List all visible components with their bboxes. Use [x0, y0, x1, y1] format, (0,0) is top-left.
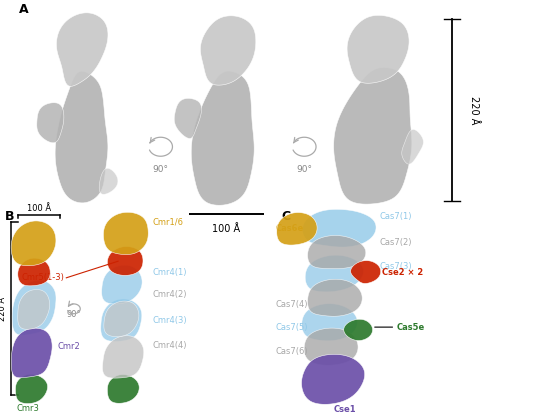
Polygon shape	[18, 258, 50, 286]
Polygon shape	[107, 375, 139, 403]
Text: C: C	[282, 210, 291, 223]
Text: Cas5e: Cas5e	[397, 322, 425, 332]
Polygon shape	[301, 354, 365, 404]
Text: Cmr5(1-3): Cmr5(1-3)	[21, 273, 64, 282]
Text: Cmr3: Cmr3	[16, 404, 39, 413]
Text: Cmr4(3): Cmr4(3)	[152, 316, 186, 325]
Text: Cmr4(4): Cmr4(4)	[152, 341, 186, 350]
Polygon shape	[99, 168, 118, 194]
Polygon shape	[103, 212, 148, 254]
Text: Cse2 × 2: Cse2 × 2	[382, 269, 423, 277]
Polygon shape	[307, 235, 366, 269]
Polygon shape	[200, 16, 256, 85]
Text: A: A	[19, 3, 29, 17]
Polygon shape	[37, 103, 64, 143]
Text: Cmr4(1): Cmr4(1)	[152, 268, 186, 277]
Polygon shape	[307, 279, 362, 316]
Polygon shape	[104, 301, 139, 337]
Polygon shape	[305, 255, 364, 292]
Text: Cas7(3): Cas7(3)	[380, 261, 412, 271]
Polygon shape	[302, 304, 358, 341]
Polygon shape	[12, 280, 56, 335]
Polygon shape	[15, 374, 48, 403]
Text: Cas7(1): Cas7(1)	[380, 212, 412, 220]
Polygon shape	[334, 67, 412, 204]
Polygon shape	[12, 328, 52, 378]
Text: Cas6e: Cas6e	[276, 224, 304, 233]
Text: Cas7(6): Cas7(6)	[276, 347, 309, 356]
Text: 90°: 90°	[296, 165, 312, 174]
Text: Cas7(4): Cas7(4)	[276, 300, 308, 309]
Polygon shape	[191, 71, 254, 205]
Polygon shape	[18, 290, 50, 330]
Polygon shape	[402, 129, 424, 164]
Text: 90°: 90°	[67, 310, 81, 320]
Polygon shape	[57, 13, 108, 86]
Text: Cmr2: Cmr2	[58, 342, 80, 351]
Text: 90°: 90°	[152, 165, 169, 174]
Text: Cse1: Cse1	[333, 405, 356, 414]
Polygon shape	[344, 319, 372, 341]
Text: B: B	[5, 210, 14, 223]
Polygon shape	[11, 221, 56, 266]
Polygon shape	[277, 212, 317, 245]
Text: 100 Å: 100 Å	[212, 224, 240, 234]
Polygon shape	[102, 336, 144, 378]
Polygon shape	[102, 265, 142, 304]
Text: 100 Å: 100 Å	[27, 204, 51, 213]
Text: Cmr1/6: Cmr1/6	[152, 217, 183, 227]
Polygon shape	[304, 328, 358, 365]
Text: Cas7(5): Cas7(5)	[276, 323, 308, 332]
Text: Cmr4(2): Cmr4(2)	[152, 290, 186, 299]
Text: 220 Å: 220 Å	[469, 96, 479, 124]
Text: Cas7(2): Cas7(2)	[380, 238, 412, 247]
Polygon shape	[55, 71, 108, 203]
Polygon shape	[302, 210, 376, 247]
Polygon shape	[101, 299, 142, 342]
Polygon shape	[350, 261, 381, 283]
Polygon shape	[347, 15, 409, 83]
Polygon shape	[107, 247, 143, 276]
Polygon shape	[174, 98, 201, 139]
Text: 220 Å: 220 Å	[0, 297, 7, 321]
